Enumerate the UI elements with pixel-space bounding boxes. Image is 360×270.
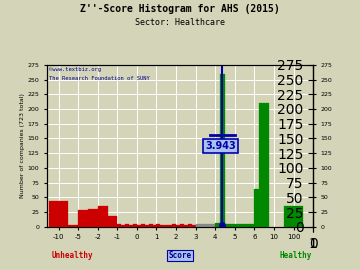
Text: Score: Score	[168, 251, 192, 260]
Bar	[188, 224, 192, 227]
Bar	[225, 224, 230, 227]
Text: ©www.textbiz.org: ©www.textbiz.org	[49, 67, 102, 72]
Bar	[137, 225, 141, 227]
Bar	[164, 225, 168, 227]
Text: Z''-Score Histogram for AHS (2015): Z''-Score Histogram for AHS (2015)	[80, 4, 280, 14]
Bar	[49, 201, 68, 227]
Bar	[125, 224, 129, 227]
Bar	[176, 225, 180, 227]
Bar	[133, 224, 137, 227]
Bar	[192, 225, 196, 227]
Bar	[141, 224, 145, 227]
Bar	[196, 224, 201, 227]
Bar	[230, 224, 235, 227]
Text: 3.943: 3.943	[205, 141, 236, 151]
Bar	[235, 224, 240, 227]
Bar	[157, 224, 161, 227]
Bar	[240, 224, 245, 227]
Bar	[180, 224, 184, 227]
Bar	[161, 225, 164, 227]
Bar	[129, 225, 133, 227]
Bar	[184, 225, 188, 227]
Bar	[68, 225, 78, 227]
Bar	[108, 216, 117, 227]
Bar	[259, 103, 269, 227]
Bar	[117, 224, 121, 227]
Bar	[220, 74, 225, 227]
Bar	[121, 225, 125, 227]
Bar	[98, 206, 108, 227]
Text: The Research Foundation of SUNY: The Research Foundation of SUNY	[49, 76, 150, 81]
Bar	[201, 224, 206, 227]
Bar	[78, 210, 88, 227]
Bar	[249, 224, 255, 227]
Y-axis label: Number of companies (723 total): Number of companies (723 total)	[19, 93, 24, 198]
Bar	[149, 224, 153, 227]
Bar	[88, 209, 98, 227]
Bar	[172, 224, 176, 227]
Text: Unhealthy: Unhealthy	[51, 251, 93, 260]
Bar	[284, 206, 303, 227]
Text: Healthy: Healthy	[279, 251, 311, 260]
Bar	[168, 225, 172, 227]
Bar	[210, 224, 215, 227]
Bar	[153, 225, 157, 227]
Bar	[145, 225, 149, 227]
Bar	[255, 188, 259, 227]
Text: Sector: Healthcare: Sector: Healthcare	[135, 18, 225, 26]
Bar	[245, 224, 249, 227]
Bar	[206, 224, 210, 227]
Bar	[215, 223, 220, 227]
